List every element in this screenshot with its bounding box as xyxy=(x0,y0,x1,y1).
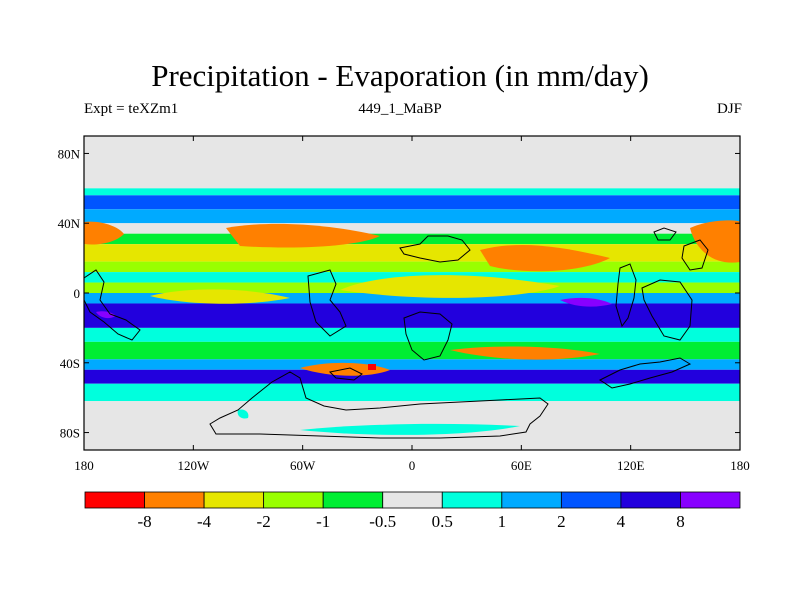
orange-patch-far-east xyxy=(690,220,740,263)
period-label: 449_1_MaBP xyxy=(358,101,442,117)
zonal-band xyxy=(84,303,740,328)
orange-south-patch-b xyxy=(450,346,600,360)
y-tick-label: 80S xyxy=(60,426,80,441)
continent-outline-i xyxy=(328,367,363,381)
antarctica-outline xyxy=(209,371,549,439)
colorbar-label: -8 xyxy=(137,512,151,531)
colorbar-label: 4 xyxy=(617,512,626,531)
colorbar-box xyxy=(84,491,145,509)
page-title: Precipitation - Evaporation (in mm/day) xyxy=(151,58,649,93)
colorbar-box xyxy=(560,491,622,509)
colorbar-label: 8 xyxy=(676,512,685,531)
colorbar-label: -1 xyxy=(316,512,330,531)
antarctic-cyan-tongue xyxy=(300,423,520,435)
colorbar-box xyxy=(322,491,384,509)
zonal-band xyxy=(84,327,740,342)
purple-streak-east xyxy=(560,297,612,307)
x-tick-label: 180 xyxy=(730,458,750,473)
land-outlines xyxy=(84,227,709,439)
continent-outline-e xyxy=(403,311,453,361)
zonal-band xyxy=(84,261,740,273)
colorbar-label: 0.5 xyxy=(432,512,453,531)
x-tick-label: 60W xyxy=(290,458,316,473)
x-tick-label: 60E xyxy=(511,458,532,473)
zonal-band xyxy=(84,136,740,189)
colorbar-box xyxy=(441,491,503,509)
colorbar-box xyxy=(144,491,205,509)
continent-outline-h xyxy=(84,269,141,341)
colorbar-label: 1 xyxy=(498,512,507,531)
season-label: DJF xyxy=(716,101,742,117)
continent-outline-f xyxy=(615,263,637,328)
colorbar-label: -2 xyxy=(257,512,271,531)
yellow-west-lens xyxy=(150,289,290,304)
continent-outline-b xyxy=(653,227,677,241)
y-tick-label: 0 xyxy=(74,286,81,301)
continent-outline-c xyxy=(681,239,709,271)
orange-patch-central xyxy=(226,223,380,248)
orange-patch-east xyxy=(480,244,610,272)
experiment-label: Expt = teXZm1 xyxy=(84,101,179,117)
y-tick-label: 80N xyxy=(58,146,81,161)
colorbar-label: -0.5 xyxy=(369,512,396,531)
x-tick-label: 0 xyxy=(409,458,416,473)
map-field xyxy=(84,136,740,450)
colorbar-box xyxy=(263,491,324,509)
purple-streak xyxy=(96,311,116,319)
colorbar-box xyxy=(620,491,681,509)
continent-outline-j xyxy=(599,357,692,389)
antarctic-cyan-spot xyxy=(237,409,249,419)
zonal-band xyxy=(84,188,740,196)
y-tick-label: 40N xyxy=(58,216,81,231)
zonal-band xyxy=(84,195,740,210)
continent-outline-g xyxy=(641,279,693,341)
x-axis: 180 120W 60W 0 60E 120E 180 xyxy=(74,136,750,473)
colorbar-box xyxy=(203,491,265,509)
x-tick-label: 180 xyxy=(74,458,94,473)
zonal-band xyxy=(84,369,740,384)
zonal-band xyxy=(84,233,740,245)
orange-patch-west xyxy=(84,221,124,245)
colorbar-label: 2 xyxy=(557,512,566,531)
x-tick-label: 120E xyxy=(617,458,645,473)
continent-outline-d xyxy=(307,269,347,337)
yellow-equator-lens xyxy=(340,275,560,298)
continent-outline-a xyxy=(399,235,471,263)
zonal-band xyxy=(84,383,740,402)
colorbar: -8 -4 -2 -1 -0.5 0.5 1 2 4 8 xyxy=(84,491,741,531)
y-axis: 80N 40N 0 40S 80S xyxy=(58,146,740,441)
zonal-band xyxy=(84,359,740,370)
colorbar-label: -4 xyxy=(197,512,212,531)
zonal-band xyxy=(84,293,740,304)
y-tick-label: 40S xyxy=(60,356,80,371)
regional-features xyxy=(84,220,740,435)
colorbar-box xyxy=(382,491,443,509)
colorbar-box xyxy=(501,491,562,509)
red-spot xyxy=(368,364,376,370)
zonal-band xyxy=(84,223,740,234)
zonal-band xyxy=(84,209,740,224)
colorbar-box xyxy=(680,491,741,509)
zonal-band xyxy=(84,244,740,262)
x-tick-label: 120W xyxy=(177,458,210,473)
